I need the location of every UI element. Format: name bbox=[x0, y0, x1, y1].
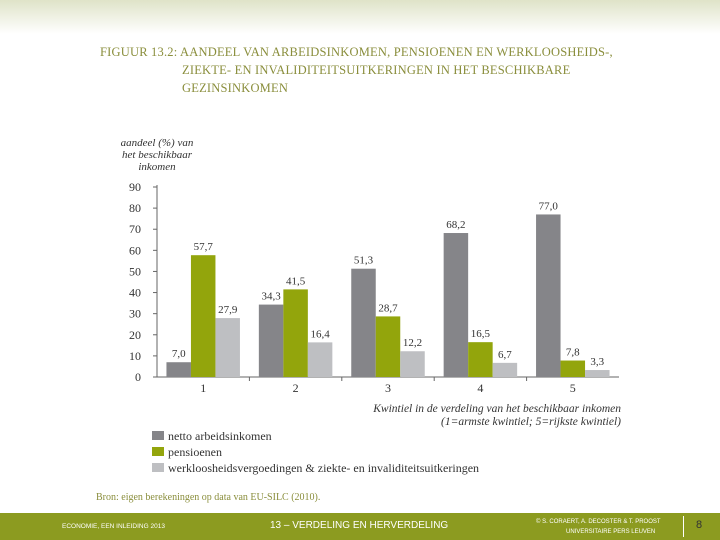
bar-value-label: 28,7 bbox=[378, 302, 398, 314]
bar-pensioenen bbox=[560, 360, 586, 377]
bar-werkloosheid bbox=[215, 318, 240, 377]
bar-value-label: 6,7 bbox=[498, 349, 512, 361]
source-note: Bron: eigen berekeningen op data van EU-… bbox=[96, 492, 321, 503]
bar-werkloosheid bbox=[307, 342, 333, 377]
y-tick-label: 10 bbox=[129, 349, 141, 363]
bar-pensioenen bbox=[468, 342, 493, 377]
bar-pensioenen bbox=[283, 289, 308, 377]
legend-label: pensioenen bbox=[168, 445, 222, 459]
footer-divider bbox=[683, 516, 684, 537]
legend-swatch bbox=[152, 447, 164, 456]
bar-pensioenen bbox=[190, 255, 216, 377]
bar-value-label: 7,8 bbox=[566, 347, 580, 359]
y-tick-label: 70 bbox=[129, 222, 141, 236]
legend-label: netto arbeidsinkomen bbox=[168, 429, 272, 443]
y-axis-title-line: het beschikbaar bbox=[122, 149, 193, 161]
bar-value-label: 77,0 bbox=[539, 200, 559, 212]
y-tick-label: 50 bbox=[129, 264, 141, 278]
bar-value-label: 51,3 bbox=[354, 255, 374, 267]
legend-label: werkloosheidsvergoedingen & ziekte- en i… bbox=[168, 461, 479, 475]
bar-value-label: 41,5 bbox=[286, 275, 306, 287]
legend-swatch bbox=[152, 431, 164, 440]
footer-chapter: 13 – VERDELING EN HERVERDELING bbox=[270, 520, 449, 531]
y-axis-title-line: aandeel (%) van bbox=[121, 137, 194, 149]
footer-authors: © S. CORAERT, A. DECOSTER & T. PROOST bbox=[536, 519, 661, 525]
footer-publisher: UNIVERSITAIRE PERS LEUVEN bbox=[566, 529, 656, 535]
y-tick-label: 40 bbox=[129, 286, 141, 300]
bar-werkloosheid bbox=[492, 362, 518, 377]
footer-book-title: ECONOMIE, EEN INLEIDING 2013 bbox=[62, 523, 165, 530]
x-tick-label: 2 bbox=[293, 381, 299, 395]
page-number: 8 bbox=[696, 519, 703, 531]
bar-werkloosheid bbox=[585, 370, 610, 377]
y-tick-label: 80 bbox=[129, 201, 141, 215]
bar-value-label: 12,2 bbox=[403, 337, 422, 349]
x-tick-label: 5 bbox=[570, 381, 576, 395]
bar-werkloosheid bbox=[400, 351, 425, 377]
y-tick-label: 30 bbox=[129, 307, 141, 321]
y-tick-label: 60 bbox=[129, 243, 141, 257]
legend-swatch bbox=[152, 463, 164, 472]
bar-value-label: 7,0 bbox=[172, 348, 186, 360]
bar-value-label: 68,2 bbox=[446, 219, 465, 231]
bar-value-label: 57,7 bbox=[194, 241, 214, 253]
bar-arbeidsinkomen bbox=[443, 233, 469, 377]
y-tick-label: 20 bbox=[129, 328, 141, 342]
x-axis-title-line: (1=armste kwintiel; 5=rijkste kwintiel) bbox=[441, 416, 621, 428]
figure-title-line-1: FIGUUR 13.2: AANDEEL VAN ARBEIDSINKOMEN,… bbox=[100, 45, 613, 59]
x-tick-label: 1 bbox=[200, 381, 206, 395]
bar-pensioenen bbox=[375, 316, 401, 377]
y-tick-label: 0 bbox=[135, 370, 141, 384]
bar-value-label: 16,4 bbox=[310, 328, 330, 340]
figure-title: FIGUUR 13.2: AANDEEL VAN ARBEIDSINKOMEN,… bbox=[100, 43, 660, 97]
header-band bbox=[0, 0, 720, 34]
bar-value-label: 27,9 bbox=[218, 304, 238, 316]
bar-arbeidsinkomen bbox=[166, 362, 191, 377]
x-axis-title-line: Kwintiel in de verdeling van het beschik… bbox=[372, 403, 621, 415]
figure-title-line-3: GEZINSINKOMEN bbox=[182, 81, 289, 95]
footer-bar: ECONOMIE, EEN INLEIDING 2013 13 – VERDEL… bbox=[0, 513, 720, 540]
y-tick-label: 90 bbox=[129, 180, 141, 194]
bar-arbeidsinkomen bbox=[536, 214, 561, 377]
figure-title-line-2: ZIEKTE- EN INVALIDITEITSUITKERINGEN IN H… bbox=[182, 63, 571, 77]
bar-arbeidsinkomen bbox=[351, 268, 376, 377]
bar-arbeidsinkomen bbox=[258, 304, 284, 377]
bar-value-label: 16,5 bbox=[471, 328, 491, 340]
x-tick-label: 4 bbox=[477, 381, 483, 395]
bar-value-label: 3,3 bbox=[590, 356, 604, 368]
bar-value-label: 34,3 bbox=[261, 291, 281, 303]
x-tick-label: 3 bbox=[385, 381, 391, 395]
y-axis-title-line: inkomen bbox=[138, 161, 176, 173]
